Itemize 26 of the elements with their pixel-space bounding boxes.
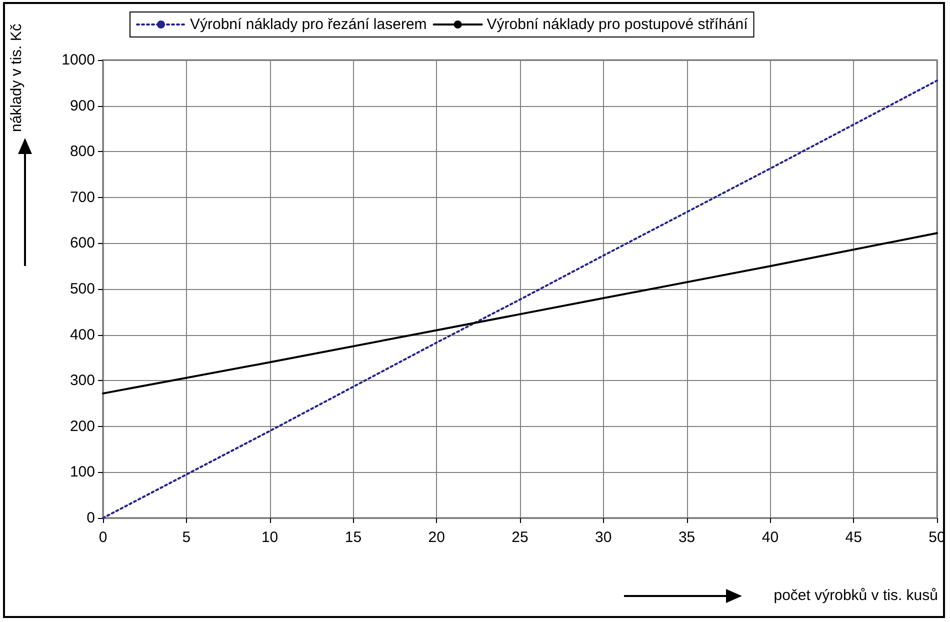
y-tick-label: 1000 [62,52,95,68]
x-tick-label: 25 [512,529,528,546]
y-tick-label: 600 [70,234,95,252]
legend-label: Výrobní náklady pro řezání laserem [190,16,427,33]
y-tick-label: 100 [70,464,95,481]
y-tick-label: 500 [70,280,95,298]
x-tick-label: 35 [678,529,696,546]
x-tick-label: 0 [98,529,108,546]
y-tick-label: 900 [70,97,95,114]
x-axis-title: počet výrobků v tis. kusů [774,587,938,604]
y-tick-label: 0 [86,510,95,526]
y-axis-title: náklady v tis. Kč [8,22,26,132]
y-tick-label: 300 [70,372,95,390]
legend-label: Výrobní náklady pro postupové stříhání [486,16,749,33]
y-tick-label: 800 [70,143,95,160]
x-tick-label: 10 [261,529,278,546]
x-tick-label: 40 [762,529,779,546]
x-tick-label: 5 [182,529,191,546]
x-tick-label: 15 [344,529,362,546]
x-tick-label: 30 [595,529,612,546]
x-tick-label: 20 [428,529,445,546]
y-tick-label: 700 [70,188,95,206]
y-tick-label: 400 [70,326,95,344]
y-tick-label: 200 [70,418,95,435]
line-series [102,232,938,394]
x-tick-label: 45 [845,529,862,546]
